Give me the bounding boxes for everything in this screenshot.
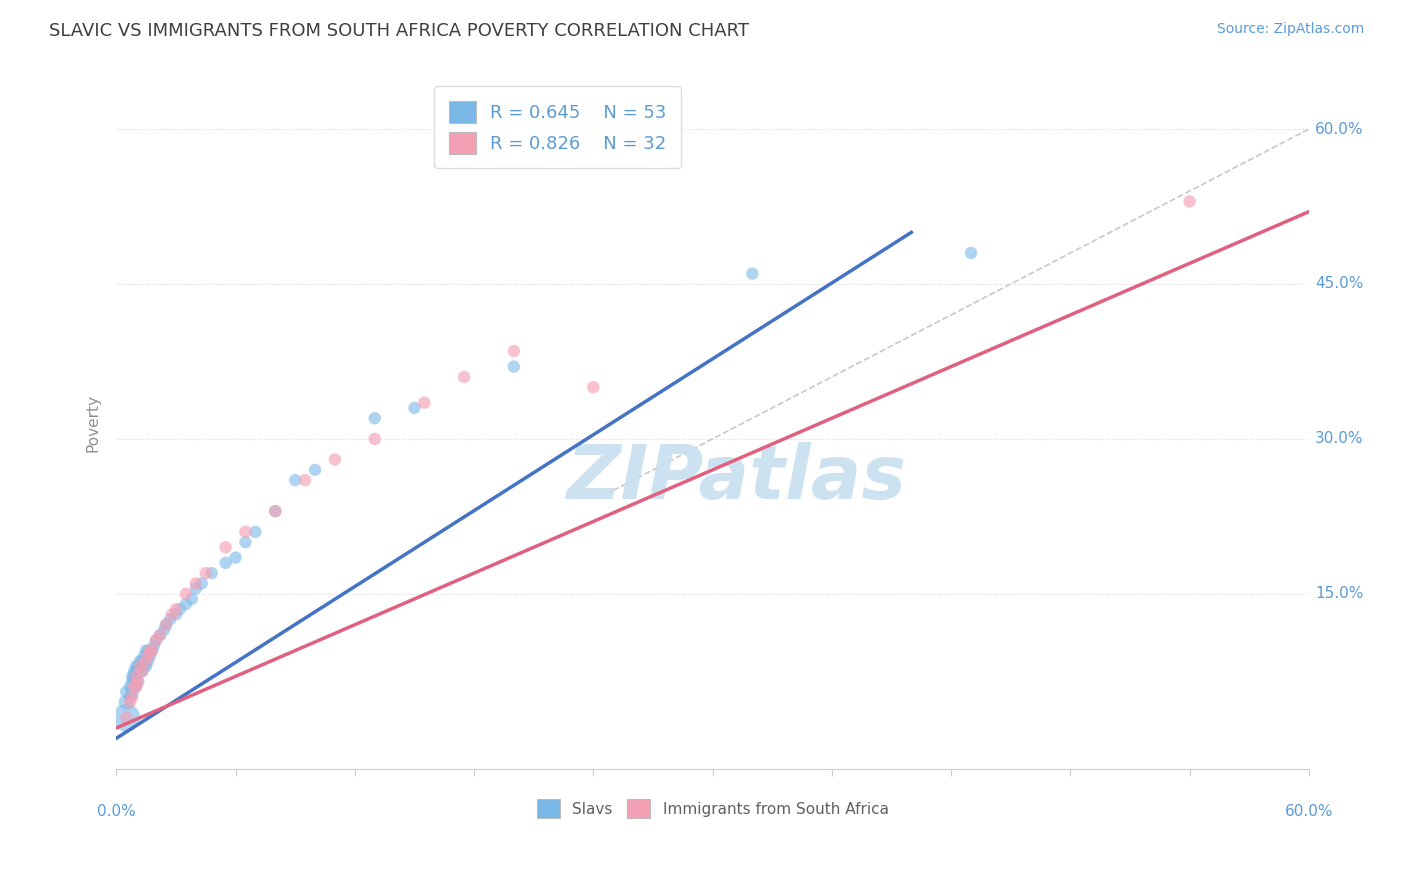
Point <box>135 659 157 673</box>
Point <box>235 524 257 539</box>
Text: 60.0%: 60.0% <box>1285 804 1333 819</box>
Point <box>135 643 157 657</box>
Point <box>127 674 149 689</box>
Point <box>129 664 152 678</box>
Point <box>129 659 152 673</box>
Point <box>174 597 197 611</box>
Point <box>149 628 172 642</box>
Point <box>131 654 153 668</box>
Point <box>115 695 138 709</box>
Text: SLAVIC VS IMMIGRANTS FROM SOUTH AFRICA POVERTY CORRELATION CHART: SLAVIC VS IMMIGRANTS FROM SOUTH AFRICA P… <box>49 22 749 40</box>
Point <box>582 380 605 394</box>
Point <box>127 674 149 689</box>
Point <box>363 411 385 425</box>
Point <box>153 623 176 637</box>
Point <box>122 669 145 683</box>
Point <box>135 654 157 668</box>
Point <box>165 607 187 622</box>
Point <box>453 370 475 384</box>
Point <box>120 695 142 709</box>
Point <box>125 680 148 694</box>
Y-axis label: Poverty: Poverty <box>86 394 100 452</box>
Point <box>139 643 162 657</box>
Text: 60.0%: 60.0% <box>1315 121 1364 136</box>
Point <box>284 473 307 487</box>
Text: 30.0%: 30.0% <box>1315 432 1364 446</box>
Point <box>741 267 763 281</box>
Point <box>245 524 267 539</box>
Point <box>127 659 149 673</box>
Point <box>122 680 145 694</box>
Point <box>159 613 181 627</box>
Point <box>264 504 287 518</box>
Point <box>125 680 148 694</box>
Text: 0.0%: 0.0% <box>97 804 135 819</box>
Text: Source: ZipAtlas.com: Source: ZipAtlas.com <box>1216 22 1364 37</box>
Point <box>141 643 163 657</box>
Point <box>180 591 202 606</box>
Point <box>115 711 138 725</box>
Point <box>165 602 187 616</box>
Point <box>121 669 143 683</box>
Point <box>136 654 159 668</box>
Point <box>145 633 167 648</box>
Point <box>201 566 224 580</box>
Point <box>120 690 142 704</box>
Point <box>155 617 177 632</box>
Point <box>145 633 167 648</box>
Point <box>323 452 346 467</box>
Point <box>141 643 163 657</box>
Point <box>136 643 159 657</box>
Point <box>174 587 197 601</box>
Point <box>131 664 153 678</box>
Point <box>404 401 426 415</box>
Point <box>502 359 524 374</box>
Point <box>121 674 143 689</box>
Point <box>235 535 257 549</box>
Point <box>132 648 155 663</box>
Point <box>225 550 247 565</box>
Point <box>155 617 177 632</box>
Point <box>294 473 316 487</box>
Point <box>122 664 145 678</box>
Point <box>131 664 153 678</box>
Point <box>184 576 207 591</box>
Legend: Slavs, Immigrants from South Africa: Slavs, Immigrants from South Africa <box>530 793 894 824</box>
Point <box>194 566 217 580</box>
Point <box>132 659 155 673</box>
Point <box>169 602 191 616</box>
Point <box>160 607 183 622</box>
Point <box>413 395 436 409</box>
Text: 15.0%: 15.0% <box>1315 586 1364 601</box>
Point <box>139 648 162 663</box>
Point <box>125 669 148 683</box>
Point <box>264 504 287 518</box>
Point <box>184 582 207 596</box>
Point <box>214 556 236 570</box>
Point <box>363 432 385 446</box>
Point <box>115 711 138 725</box>
Point <box>121 690 143 704</box>
Text: 45.0%: 45.0% <box>1315 277 1364 292</box>
Point <box>136 648 159 663</box>
Point <box>214 541 236 555</box>
Point <box>125 664 148 678</box>
Point <box>125 669 148 683</box>
Point <box>190 576 212 591</box>
Point <box>960 246 983 260</box>
Point <box>121 685 143 699</box>
Point <box>502 344 524 359</box>
Point <box>120 680 142 694</box>
Point <box>129 654 152 668</box>
Point <box>304 463 326 477</box>
Point <box>1178 194 1201 209</box>
Point <box>149 628 172 642</box>
Text: ZIPatlas: ZIPatlas <box>567 442 907 516</box>
Point <box>125 659 148 673</box>
Point <box>115 685 138 699</box>
Point <box>143 639 166 653</box>
